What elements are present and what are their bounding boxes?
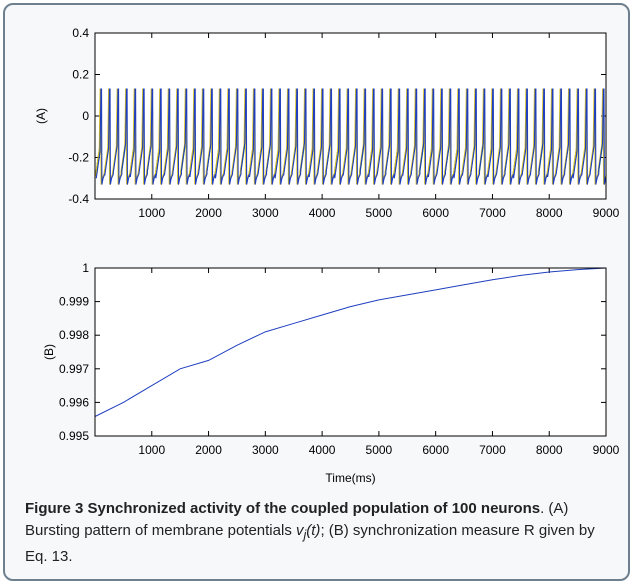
plot-b-xtick-label: 7000	[479, 443, 506, 457]
plot-a-frame	[94, 32, 607, 200]
plot-b-ytick-label: 1	[82, 261, 89, 275]
plot-a-ytick-label: 0.2	[72, 68, 89, 82]
plot-a-trace-1	[95, 88, 606, 185]
plot-a-xtick-label: 8000	[536, 206, 563, 220]
plot-b-frame	[94, 267, 607, 437]
caption-text-b: ; (B) synchronization measure R given by…	[25, 522, 595, 565]
plot-b-ylabel: (B)	[42, 344, 56, 360]
plot-a-ytick-label: -0.2	[68, 151, 89, 165]
plot-b-xlabel: Time(ms)	[325, 471, 375, 485]
plot-b-xtick-label: 8000	[536, 443, 563, 457]
plot-b-xtick-label: 3000	[252, 443, 279, 457]
plot-b-ytick-label: 0.997	[59, 362, 89, 376]
plot-b-ytick-label: 0.999	[59, 295, 89, 309]
plot-a-xtick-label: 2000	[195, 206, 222, 220]
plot-b-xtick-label: 4000	[309, 443, 336, 457]
plot-a-xtick-label: 4000	[309, 206, 336, 220]
plot-b-xtick-label: 9000	[593, 443, 620, 457]
plot-a: 0.4 0.2 0 -0.2 -0.4 1000 2000 3000 4000 5000 6000 7…	[34, 26, 620, 220]
figure-title: Synchronized activity of the coupled pop…	[83, 500, 541, 517]
figure-caption: Figure 3 Synchronized activity of the co…	[25, 498, 615, 568]
plot-b-ytick-label: 0.995	[59, 429, 89, 443]
figure-label: Figure 3	[25, 500, 84, 517]
figure-panel: 0.4 0.2 0 -0.2 -0.4 1000 2000 3000 4000 5000 6000 7…	[3, 3, 630, 581]
plot-b-xtick-label: 2000	[195, 443, 222, 457]
plot-a-xtick-label: 6000	[422, 206, 449, 220]
plot-a-ytick-label: 0	[82, 109, 89, 123]
plot-b-xtick-label: 5000	[366, 443, 393, 457]
caption-text-a: . (A) Bursting pattern of membrane poten…	[25, 500, 569, 539]
plot-a-trace-2	[95, 88, 606, 185]
plot-a-xtick-label: 9000	[593, 206, 620, 220]
plot-a-xtick-label: 3000	[252, 206, 279, 220]
plot-b-line	[94, 267, 607, 417]
plot-a-ytick-label: -0.4	[68, 192, 89, 206]
plot-b: 1 0.999 0.998 0.997 0.996 0.995 1000 2000 3000 40…	[42, 261, 620, 485]
plot-a-ylabel: (A)	[34, 108, 48, 124]
plot-b-ytick-label: 0.996	[59, 395, 89, 409]
caption-variable: vj(t)	[295, 522, 321, 542]
plot-a-ytick-label: 0.4	[72, 26, 89, 40]
plot-a-xtick-label: 5000	[366, 206, 393, 220]
plot-b-ytick-label: 0.998	[59, 328, 89, 342]
plot-a-xtick-label: 1000	[138, 206, 165, 220]
plot-a-xtick-label: 7000	[479, 206, 506, 220]
plot-b-xtick-label: 1000	[138, 443, 165, 457]
plot-b-xtick-label: 6000	[422, 443, 449, 457]
figure-plots: 0.4 0.2 0 -0.2 -0.4 1000 2000 3000 4000 5000 6000 7…	[34, 26, 620, 485]
plot-b-plot-area	[95, 268, 606, 436]
